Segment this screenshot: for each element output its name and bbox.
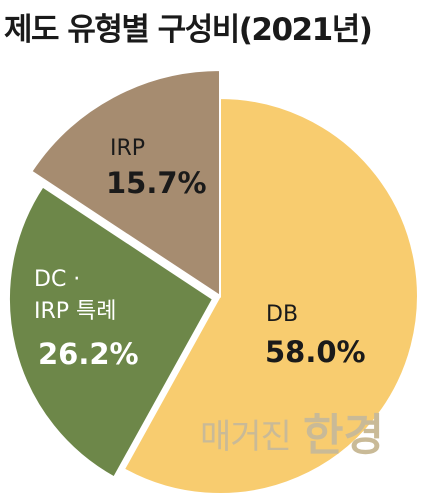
pie-slice-dc-irp xyxy=(7,185,215,479)
slice-value-db: 58.0% xyxy=(265,335,366,369)
slice-label-dc-line2: IRP 특례 xyxy=(34,299,117,324)
chart-title: 제도 유형별 구성비(2021년) xyxy=(4,12,373,48)
watermark-magazine: 매거진 xyxy=(200,417,291,457)
watermark-hankyung: 한경 xyxy=(303,410,384,461)
pie-slice-irp xyxy=(30,68,221,298)
pie-slice-db xyxy=(122,96,419,495)
slice-label-db: DB xyxy=(266,302,298,327)
slice-value-dc: 26.2% xyxy=(38,337,139,371)
slice-label-dc: DC · xyxy=(34,267,80,292)
slice-label-irp: IRP xyxy=(110,136,145,161)
slice-value-irp: 15.7% xyxy=(106,166,207,200)
